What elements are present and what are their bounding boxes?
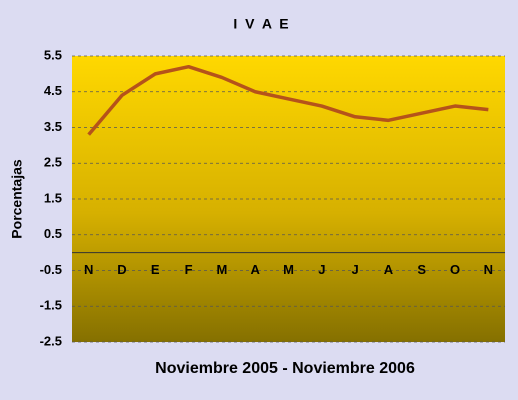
- x-tick-label: A: [250, 262, 260, 277]
- x-tick-label: J: [318, 262, 325, 277]
- x-tick-label: F: [185, 262, 193, 277]
- y-tick-label: 2.5: [44, 155, 62, 170]
- data-line: [87, 64, 489, 136]
- x-tick-label: N: [84, 262, 93, 277]
- y-tick-label: -2.5: [40, 333, 62, 348]
- x-tick-label: D: [117, 262, 126, 277]
- x-tick-label: M: [216, 262, 227, 277]
- x-tick-label: E: [151, 262, 160, 277]
- y-tick-label: 1.5: [44, 190, 62, 205]
- x-tick-label: O: [450, 262, 460, 277]
- y-tick-label: -1.5: [40, 298, 62, 313]
- y-tick-label: 4.5: [44, 83, 62, 98]
- x-tick-label: J: [351, 262, 358, 277]
- x-tick-label: A: [384, 262, 394, 277]
- x-tick-label: M: [283, 262, 294, 277]
- y-tick-label: -0.5: [40, 262, 62, 277]
- x-axis-label: Noviembre 2005 - Noviembre 2006: [155, 360, 415, 377]
- y-tick-label: 0.5: [44, 226, 62, 241]
- y-tick-label: 5.5: [44, 47, 62, 62]
- x-tick-label: N: [484, 262, 493, 277]
- chart-title: I V A E: [233, 16, 290, 32]
- y-tick-label: 3.5: [44, 119, 62, 134]
- y-axis-label: Porcentajas: [9, 159, 25, 239]
- x-tick-label: S: [417, 262, 426, 277]
